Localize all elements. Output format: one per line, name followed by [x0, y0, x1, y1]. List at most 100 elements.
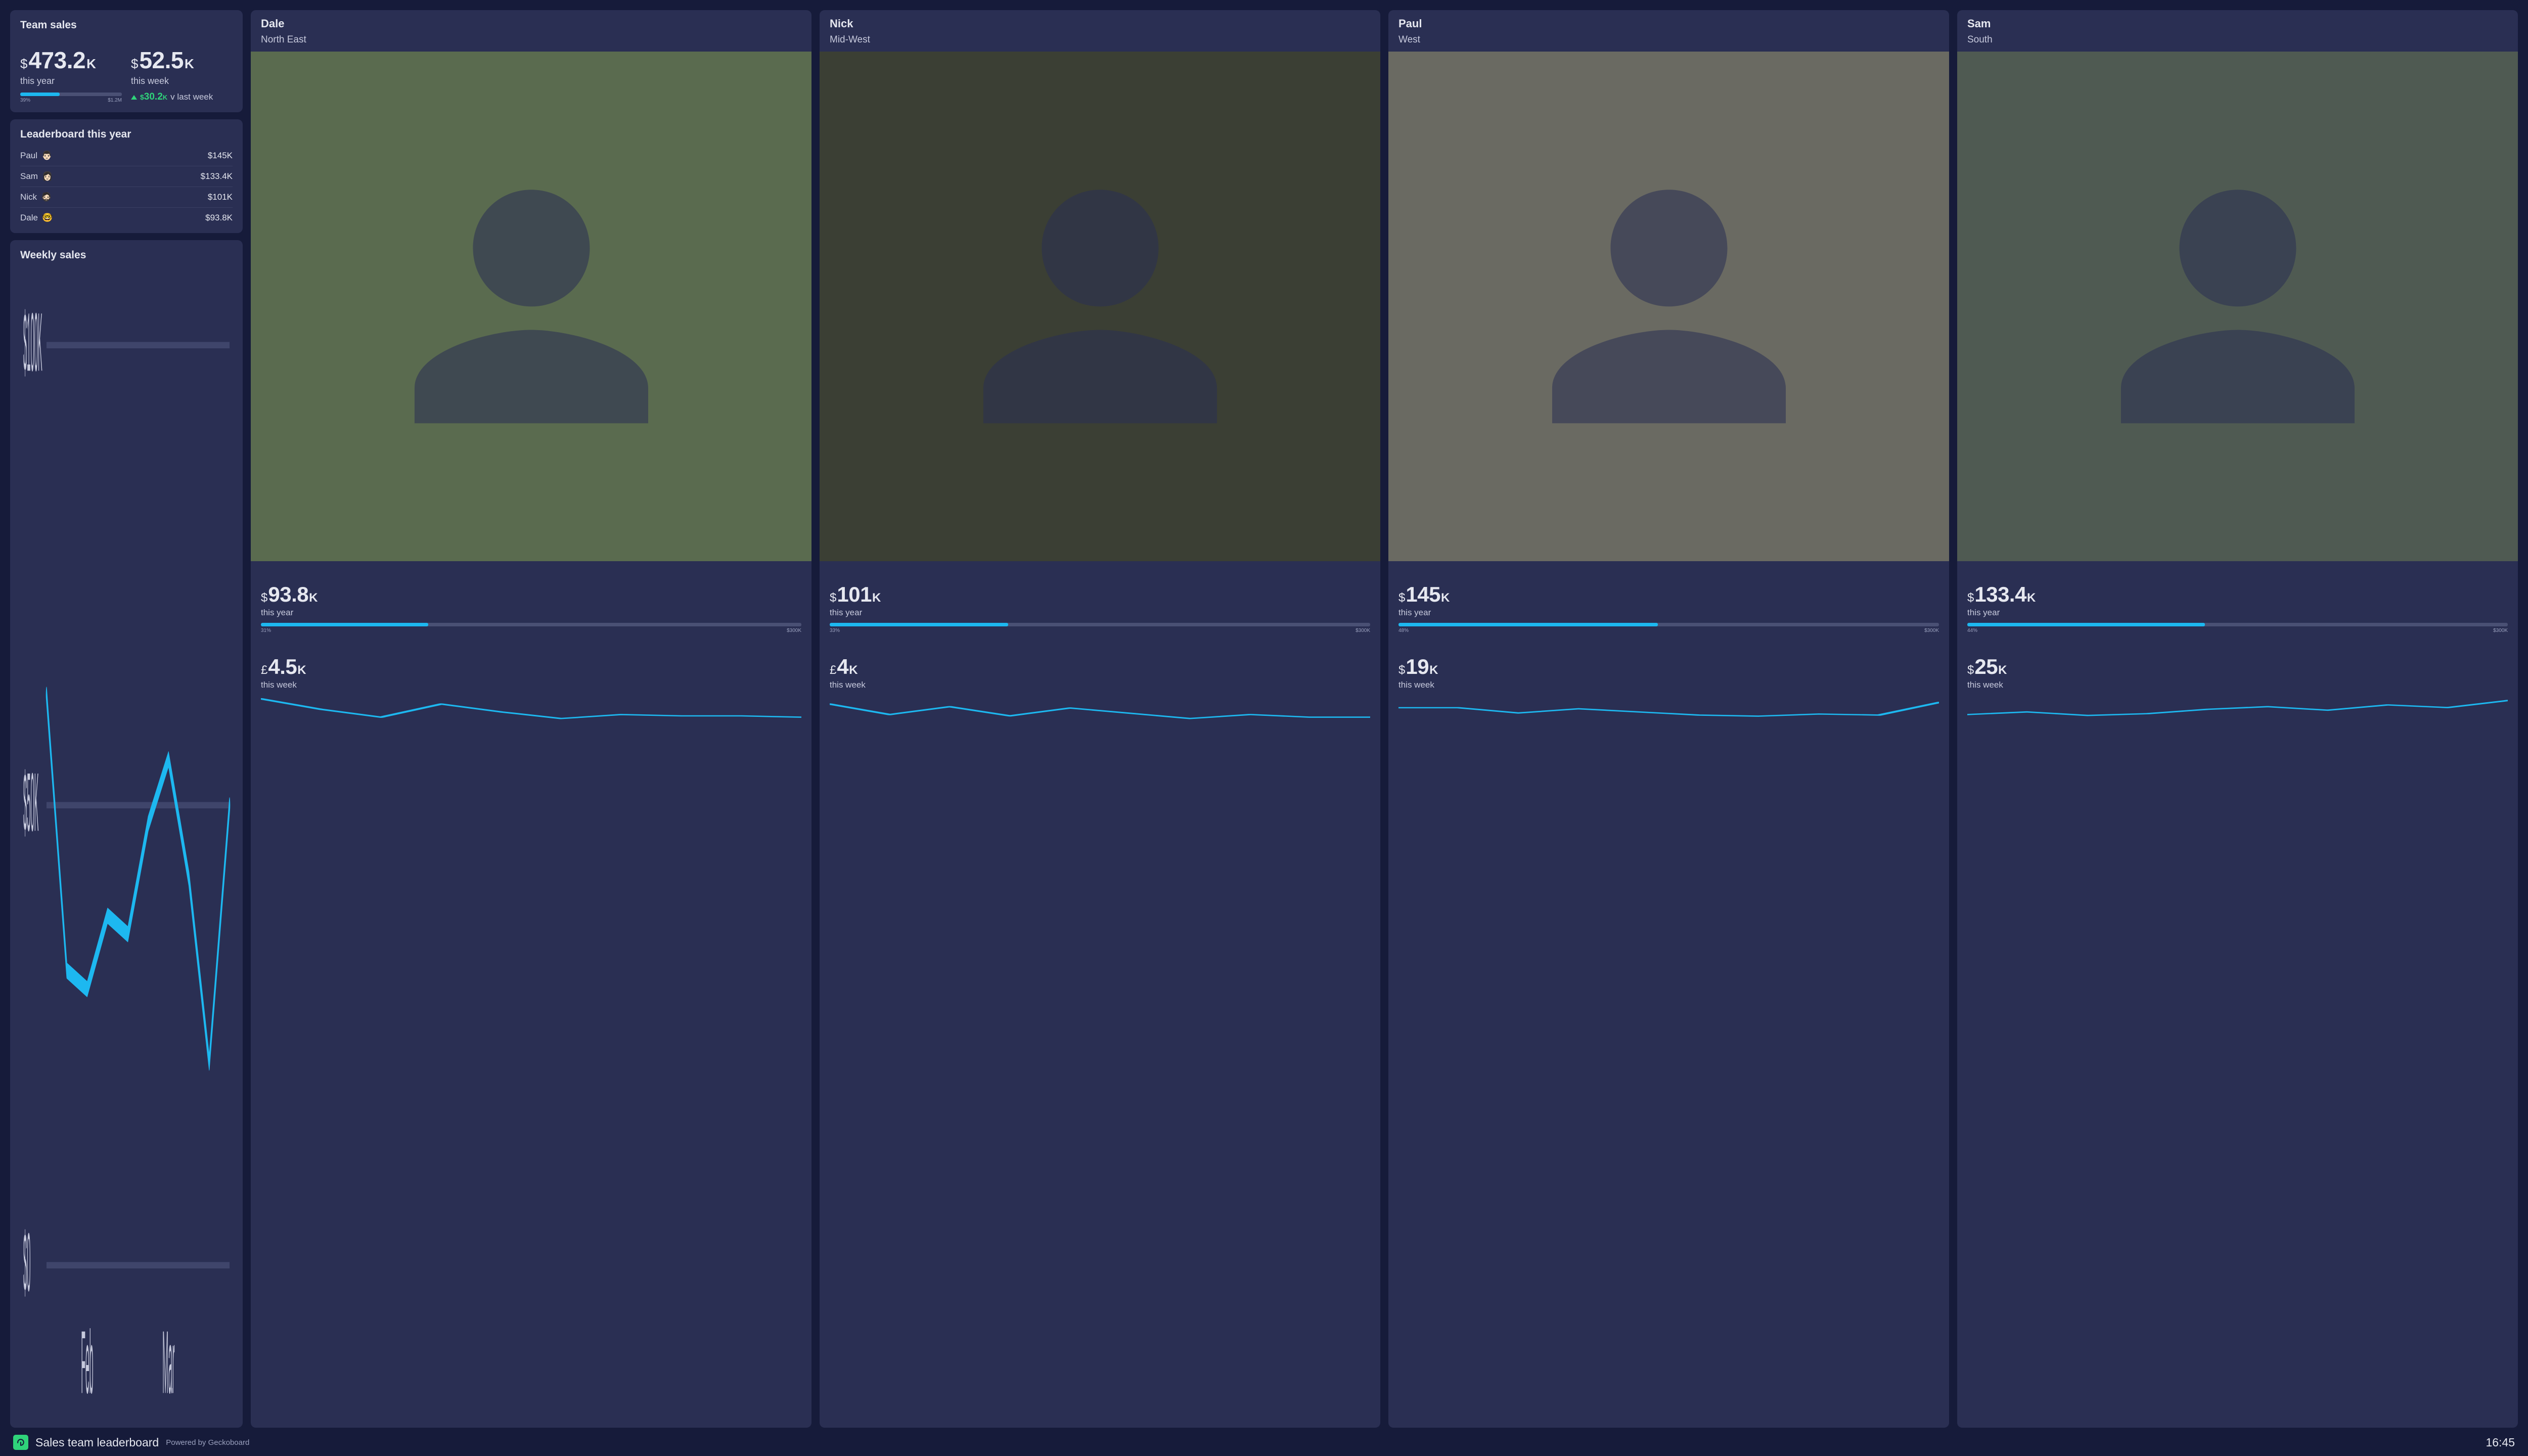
- person-week-label: this week: [1967, 680, 2508, 690]
- person-avatar: [1388, 52, 1949, 561]
- leaderboard-name: Dale 🤓: [20, 213, 53, 223]
- person-week-value: $19K: [1398, 655, 1939, 679]
- person-week-value: £4.5K: [261, 655, 801, 679]
- progress-fill: [261, 623, 428, 626]
- footer-subtitle: Powered by Geckoboard: [166, 1438, 249, 1447]
- progress-pct-label: 44%: [1967, 628, 1977, 633]
- person-week-block: $19Kthis week: [1398, 655, 1939, 722]
- progress-target-label: $300K: [1924, 628, 1939, 633]
- person-sparkline: [261, 696, 801, 722]
- person-year-block: $101Kthis year 33% $300K: [830, 582, 1370, 633]
- leaderboard-card: Leaderboard this year Paul 👨🏻$145KSam 👩🏻…: [10, 119, 243, 233]
- progress-meta: 44% $300K: [1967, 628, 2508, 633]
- person-emoji-icon: 🤓: [42, 213, 53, 223]
- svg-text:$0: $0: [23, 1215, 30, 1309]
- progress-meta: 39% $1.2M: [20, 98, 122, 103]
- person-year-progress: 33% $300K: [830, 623, 1370, 633]
- leaderboard-value: $101K: [208, 192, 233, 202]
- weekly-sales-chart: $100K$50K$0FebMar: [20, 268, 233, 1419]
- person-card: SamSouth$133.4Kthis year44%$300K$25Kthis…: [1957, 10, 2518, 1428]
- person-card: Nick Mid-West $101Kthis year 33% $300K £4Kthi…: [820, 10, 1380, 1428]
- leaderboard-row: Nick 🧔🏻 $101K: [20, 187, 233, 208]
- person-year-value: $101K: [830, 582, 1370, 607]
- weekly-sales-title: Weekly sales: [20, 249, 233, 261]
- value-number: 52.5: [139, 47, 184, 74]
- leaderboard-value: $133.4K: [201, 171, 233, 181]
- progress-track: [830, 623, 1370, 626]
- person-region: West: [1398, 34, 1939, 46]
- person-avatar: [820, 52, 1380, 561]
- progress-meta: 48% $300K: [1398, 628, 1939, 633]
- person-year-progress: 31% $300K: [261, 623, 801, 633]
- trend-up-icon: [131, 95, 137, 100]
- progress-pct-label: 31%: [261, 628, 271, 633]
- leaderboard-title: Leaderboard this year: [20, 128, 233, 141]
- progress-target-label: $300K: [787, 628, 801, 633]
- person-year-label: this year: [261, 608, 801, 618]
- leaderboard-name: Sam 👩🏻: [20, 171, 53, 181]
- progress-fill: [830, 623, 1008, 626]
- progress-fill: [1967, 623, 2205, 626]
- team-sales-week-value: $ 52.5 K: [131, 47, 233, 74]
- team-sales-title: Team sales: [20, 19, 233, 31]
- svg-text:$50K: $50K: [23, 755, 38, 849]
- progress-pct-label: 33%: [830, 628, 840, 633]
- weekly-sales-svg: $100K$50K$0FebMar: [20, 268, 233, 1419]
- person-name: Dale: [261, 17, 801, 30]
- svg-text:Mar: Mar: [162, 1312, 174, 1413]
- leaderboard-name: Nick 🧔🏻: [20, 192, 52, 202]
- leaderboard-value: $145K: [208, 151, 233, 161]
- progress-meta: 31% $300K: [261, 628, 801, 633]
- team-sales-year-label: this year: [20, 76, 122, 86]
- person-region: Mid-West: [830, 34, 1370, 46]
- team-sales-week-block: $ 52.5 K this week $30.2K v last week: [131, 34, 233, 103]
- person-emoji-icon: 👩🏻: [42, 171, 53, 181]
- team-sales-week-label: this week: [131, 76, 233, 86]
- person-year-progress: 44% $300K: [1967, 623, 2508, 633]
- person-year-block: $133.4Kthis year44%$300K: [1967, 582, 2508, 633]
- progress-target-label: $300K: [1356, 628, 1370, 633]
- person-card: PaulWest$145Kthis year48%$300K$19Kthis w…: [1388, 10, 1949, 1428]
- person-week-value: £4K: [830, 655, 1370, 679]
- footer-bar: Sales team leaderboard Powered by Geckob…: [10, 1428, 2518, 1452]
- leaderboard-row: Paul 👨🏻$145K: [20, 146, 233, 166]
- value-suffix: K: [185, 56, 194, 72]
- progress-target-label: $300K: [2493, 628, 2508, 633]
- left-column: Team sales $ 473.2 K this year 39%: [10, 10, 243, 1428]
- progress-track: [1398, 623, 1939, 626]
- progress-target-label: $1.2M: [108, 98, 122, 103]
- progress-pct-label: 48%: [1398, 628, 1409, 633]
- currency-symbol: $: [131, 56, 138, 72]
- person-year-label: this year: [830, 608, 1370, 618]
- person-emoji-icon: 👨🏻: [41, 151, 52, 161]
- person-year-block: $145Kthis year48%$300K: [1398, 582, 1939, 633]
- person-year-block: $93.8Kthis year31%$300K: [261, 582, 801, 633]
- progress-track: [261, 623, 801, 626]
- person-sparkline: [1967, 696, 2508, 722]
- person-year-value: $133.4K: [1967, 582, 2508, 607]
- person-year-label: this year: [1398, 608, 1939, 618]
- value-suffix: K: [86, 56, 96, 72]
- delta-value: $30.2K: [140, 92, 167, 103]
- person-avatar: [251, 52, 811, 561]
- dashboard-grid: Team sales $ 473.2 K this year 39%: [10, 10, 2518, 1428]
- currency-symbol: $: [20, 56, 27, 72]
- team-sales-year-block: $ 473.2 K this year 39% $1.2M: [20, 34, 122, 103]
- person-region: South: [1967, 34, 2508, 46]
- person-week-value: $25K: [1967, 655, 2508, 679]
- progress-pct-label: 39%: [20, 98, 30, 103]
- value-number: 473.2: [28, 47, 85, 74]
- person-week-block: £4.5Kthis week: [261, 655, 801, 722]
- team-sales-year-value: $ 473.2 K: [20, 47, 122, 74]
- person-name: Nick: [830, 17, 1370, 30]
- person-week-block: $25Kthis week: [1967, 655, 2508, 722]
- progress-fill: [20, 93, 60, 96]
- team-sales-delta: $30.2K v last week: [131, 92, 233, 103]
- person-week-block: £4Kthis week: [830, 655, 1370, 722]
- leaderboard-list: Paul 👨🏻$145KSam 👩🏻$133.4KNick 🧔🏻$101KDal…: [20, 146, 233, 224]
- team-sales-year-progress: 39% $1.2M: [20, 93, 122, 103]
- leaderboard-row: Sam 👩🏻 $133.4K: [20, 166, 233, 187]
- footer-title: Sales team leaderboard: [35, 1436, 159, 1449]
- delta-compare-label: v last week: [170, 92, 213, 102]
- person-year-progress: 48% $300K: [1398, 623, 1939, 633]
